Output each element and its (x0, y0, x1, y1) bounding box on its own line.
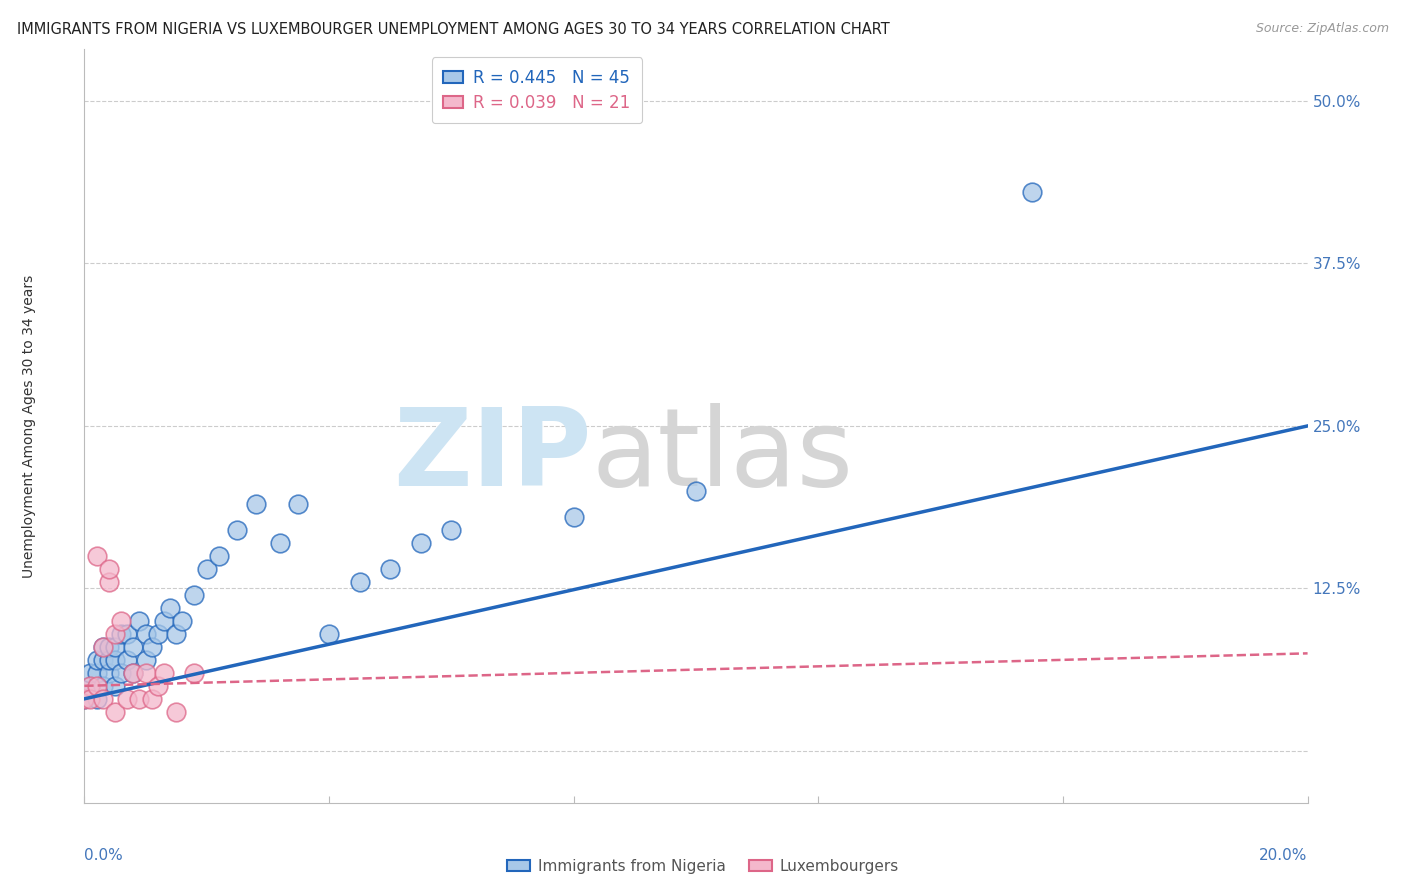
Point (86, 691, 108, 706)
Point (195, 562, 218, 576)
Point (135, 665, 157, 680)
Point (73, 691, 96, 706)
Point (79, 691, 101, 706)
Point (562, 509, 585, 524)
Point (97, 574, 120, 589)
Point (104, 627, 127, 641)
Point (165, 627, 187, 641)
Point (146, 627, 169, 641)
Point (245, 497, 267, 511)
Point (183, 588, 205, 602)
Point (141, 691, 163, 706)
Point (91, 691, 114, 706)
Point (183, 665, 205, 680)
Text: ZIP: ZIP (394, 403, 592, 509)
Point (380, 562, 402, 576)
Point (1021, 185, 1043, 199)
Text: 20.0%: 20.0% (1260, 848, 1308, 863)
Point (226, 523, 249, 537)
Point (104, 705, 127, 719)
Point (73, 691, 96, 706)
Point (86, 549, 108, 563)
Point (135, 653, 157, 667)
Point (122, 665, 145, 680)
Point (91, 640, 114, 654)
Point (153, 665, 176, 680)
Point (146, 679, 169, 693)
Point (269, 536, 291, 550)
Point (122, 665, 145, 680)
Point (91, 679, 114, 693)
Point (110, 665, 132, 680)
Point (104, 679, 127, 693)
Point (97, 665, 120, 680)
Point (97, 562, 120, 576)
Point (318, 627, 340, 641)
Point (159, 600, 181, 615)
Text: Source: ZipAtlas.com: Source: ZipAtlas.com (1256, 22, 1389, 36)
Text: IMMIGRANTS FROM NIGERIA VS LUXEMBOURGER UNEMPLOYMENT AMONG AGES 30 TO 34 YEARS C: IMMIGRANTS FROM NIGERIA VS LUXEMBOURGER … (17, 22, 890, 37)
Point (287, 497, 309, 511)
Point (208, 549, 231, 563)
Point (115, 653, 138, 667)
Point (349, 574, 371, 589)
Point (110, 627, 132, 641)
Point (79, 679, 101, 693)
Point (110, 614, 132, 628)
Point (115, 691, 138, 706)
Text: atlas: atlas (592, 403, 853, 509)
Text: 0.0%: 0.0% (84, 848, 124, 863)
Point (165, 705, 187, 719)
Text: Unemployment Among Ages 30 to 34 years: Unemployment Among Ages 30 to 34 years (22, 275, 37, 577)
Point (409, 536, 432, 550)
Point (141, 640, 163, 654)
Point (79, 679, 101, 693)
Point (172, 614, 194, 628)
Point (86, 653, 108, 667)
Point (128, 614, 150, 628)
Point (104, 653, 127, 667)
Point (97, 640, 120, 654)
Point (122, 640, 145, 654)
Legend: Immigrants from Nigeria, Luxembourgers: Immigrants from Nigeria, Luxembourgers (502, 853, 904, 880)
Point (128, 691, 150, 706)
Point (91, 640, 114, 654)
Point (79, 665, 101, 680)
Legend: R = 0.445   N = 45, R = 0.039   N = 21: R = 0.445 N = 45, R = 0.039 N = 21 (432, 57, 643, 123)
Point (86, 665, 108, 680)
Point (135, 627, 157, 641)
Point (153, 614, 176, 628)
Point (440, 523, 463, 537)
Point (104, 640, 127, 654)
Point (91, 653, 114, 667)
Point (97, 653, 120, 667)
Point (86, 679, 108, 693)
Point (115, 627, 138, 641)
Point (685, 483, 707, 498)
